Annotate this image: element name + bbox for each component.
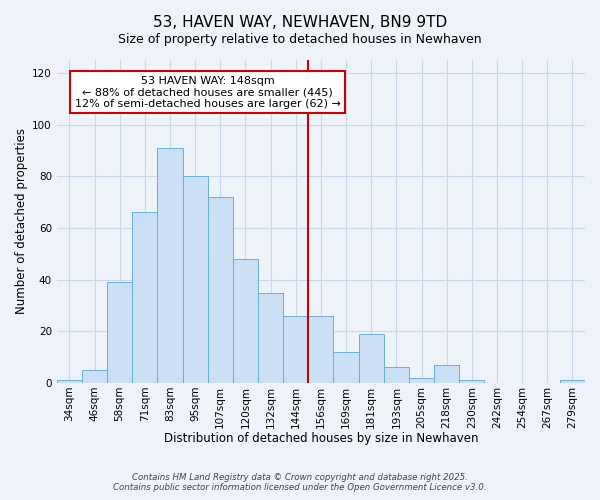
- Bar: [157, 148, 182, 383]
- Bar: [258, 292, 283, 383]
- Bar: [132, 212, 157, 383]
- X-axis label: Distribution of detached houses by size in Newhaven: Distribution of detached houses by size …: [164, 432, 478, 445]
- Bar: [334, 352, 359, 383]
- Bar: [434, 365, 459, 383]
- Bar: [57, 380, 82, 383]
- Text: Contains HM Land Registry data © Crown copyright and database right 2025.
Contai: Contains HM Land Registry data © Crown c…: [113, 473, 487, 492]
- Bar: [384, 368, 409, 383]
- Text: 53 HAVEN WAY: 148sqm
← 88% of detached houses are smaller (445)
12% of semi-deta: 53 HAVEN WAY: 148sqm ← 88% of detached h…: [75, 76, 341, 108]
- Bar: [233, 259, 258, 383]
- Text: 53, HAVEN WAY, NEWHAVEN, BN9 9TD: 53, HAVEN WAY, NEWHAVEN, BN9 9TD: [153, 15, 447, 30]
- Bar: [308, 316, 334, 383]
- Bar: [107, 282, 132, 383]
- Bar: [208, 197, 233, 383]
- Bar: [359, 334, 384, 383]
- Bar: [82, 370, 107, 383]
- Text: Size of property relative to detached houses in Newhaven: Size of property relative to detached ho…: [118, 32, 482, 46]
- Y-axis label: Number of detached properties: Number of detached properties: [15, 128, 28, 314]
- Bar: [182, 176, 208, 383]
- Bar: [409, 378, 434, 383]
- Bar: [283, 316, 308, 383]
- Bar: [459, 380, 484, 383]
- Bar: [560, 380, 585, 383]
